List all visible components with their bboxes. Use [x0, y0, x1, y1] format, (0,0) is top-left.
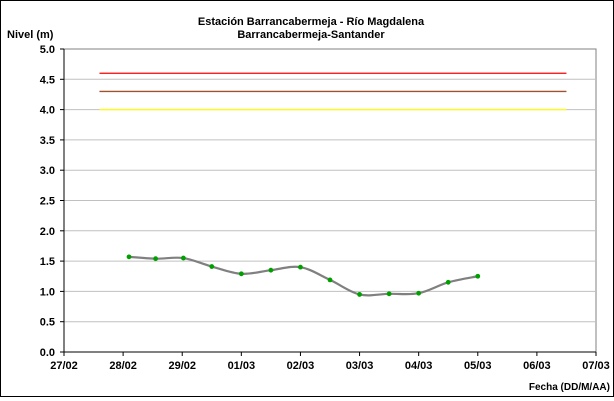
y-tick-label: 3.0 — [40, 165, 55, 177]
data-point — [386, 291, 392, 297]
data-point — [209, 264, 215, 269]
y-tick-label: 0.5 — [40, 317, 55, 329]
gridlines — [64, 78, 596, 323]
y-tick-label: 4.5 — [40, 74, 55, 86]
y-axis-label: Nivel (m) — [7, 29, 54, 41]
y-tick-label: 2.5 — [40, 196, 55, 208]
y-tick-label: 0.0 — [40, 347, 55, 359]
x-tick-label: 06/03 — [523, 360, 551, 372]
x-tick-label: 02/03 — [287, 360, 315, 372]
data-point — [357, 292, 362, 297]
x-tick-label: 05/03 — [464, 360, 492, 372]
threshold-lines — [99, 72, 567, 111]
y-tick-label: 2.0 — [40, 226, 55, 238]
axes: 0.0 0.5 1.0 1.5 2.0 2.5 3.0 3.5 4.0 4.5 5.0 27/02 28… — [40, 44, 610, 372]
chart-title: Estación Barrancabermeja - Río Magdalena — [198, 16, 425, 28]
x-tick-label: 27/02 — [50, 360, 78, 372]
y-tick-label: 1.0 — [40, 286, 55, 298]
data-point — [475, 273, 481, 279]
x-tick-label: 04/03 — [405, 360, 433, 372]
x-tick-label: 29/02 — [168, 360, 196, 372]
data-point — [416, 290, 422, 296]
y-tick-label: 3.5 — [40, 135, 55, 147]
series-layer — [126, 254, 481, 297]
x-tick-label: 01/03 — [228, 360, 256, 372]
x-axis-label: Fecha (DD/M/AA) — [529, 382, 610, 393]
data-point — [238, 271, 244, 277]
y-tick-label: 4.0 — [40, 105, 55, 117]
data-point — [268, 267, 274, 273]
chart-subtitle: Barrancabermeja-Santander — [237, 29, 385, 41]
data-point — [153, 256, 159, 262]
data-point — [327, 277, 333, 283]
x-tick-label: 28/02 — [109, 360, 137, 372]
y-tick-label: 1.5 — [40, 256, 55, 268]
data-point — [181, 255, 186, 261]
data-point — [126, 254, 132, 260]
x-tick-label: 03/03 — [346, 360, 374, 372]
data-point — [298, 264, 303, 270]
data-point — [445, 279, 451, 285]
x-tick-label: 07/03 — [582, 360, 610, 372]
y-tick-label: 5.0 — [40, 44, 55, 56]
